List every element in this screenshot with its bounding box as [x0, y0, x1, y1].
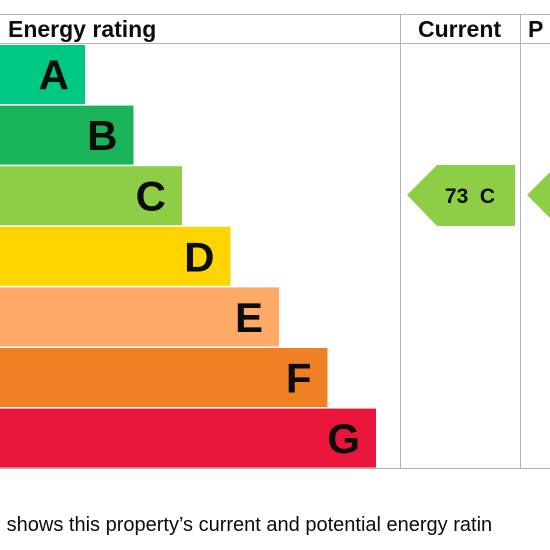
band-c-label: C	[136, 173, 166, 220]
band-f-label: F	[286, 355, 312, 402]
band-c-bar	[0, 166, 182, 226]
header-current: Current	[418, 16, 501, 42]
potential-arrow-shape	[527, 172, 550, 218]
band-e-bar	[0, 287, 279, 347]
band-a-label: A	[39, 52, 69, 99]
band-d-label: D	[184, 233, 214, 280]
chart-caption: n shows this property’s current and pote…	[0, 514, 493, 536]
band-g-bar	[0, 408, 376, 468]
band-a-bar	[0, 45, 85, 104]
table-grid	[0, 14, 550, 469]
current-rating-label: 73 C	[445, 185, 495, 208]
band-b-label: B	[87, 112, 117, 159]
current-arrow-shape	[407, 165, 515, 226]
band-g-label: G	[327, 415, 360, 462]
band-f-bar	[0, 348, 328, 407]
band-d-bar	[0, 226, 231, 286]
header-potential: P	[528, 16, 543, 42]
current-rating-arrow: 73 C	[407, 165, 515, 226]
band-b-bar	[0, 105, 134, 165]
potential-rating-arrow	[527, 172, 550, 218]
band-e-label: E	[235, 294, 263, 341]
header-energy-rating: Energy rating	[8, 16, 156, 42]
